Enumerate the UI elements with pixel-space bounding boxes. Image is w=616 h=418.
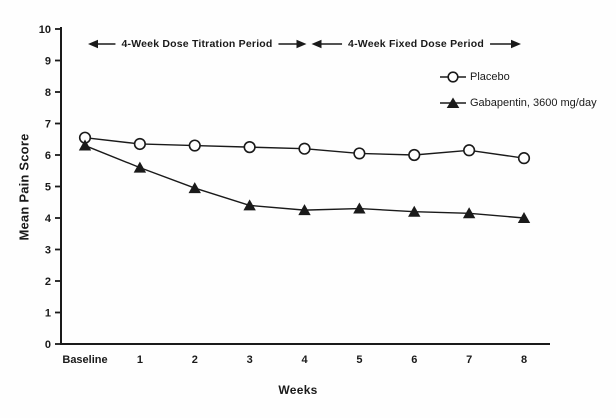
- x-tick-label: 8: [521, 354, 527, 366]
- data-point-circle: [463, 144, 476, 157]
- data-point-triangle: [298, 204, 311, 216]
- arrowhead-right: [296, 39, 307, 49]
- titration-period-label: 4-Week Dose Titration Period: [115, 38, 279, 50]
- open-circle-marker-icon: [440, 71, 466, 83]
- x-tick-label: Baseline: [62, 354, 107, 366]
- x-tick-label: 2: [192, 354, 198, 366]
- y-tick-label: 8: [45, 87, 51, 99]
- data-point-triangle: [188, 182, 201, 194]
- x-tick-label: 3: [247, 354, 253, 366]
- data-point-circle: [188, 139, 201, 152]
- y-tick-label: 10: [39, 24, 51, 36]
- data-point-circle: [353, 147, 366, 160]
- series-gabapentin: [78, 139, 531, 223]
- y-tick-label: 4: [45, 213, 52, 225]
- data-point-circle: [298, 142, 311, 155]
- y-tick-label: 3: [45, 245, 51, 257]
- legend: Placebo Gabapentin, 3600 mg/day: [440, 70, 597, 110]
- x-tick-label: 1: [137, 354, 143, 366]
- y-axis-title: Mean Pain Score: [16, 133, 32, 241]
- legend-item-gabapentin: Gabapentin, 3600 mg/day: [440, 96, 597, 110]
- data-point-triangle: [353, 202, 366, 214]
- data-point-triangle: [78, 139, 92, 151]
- data-point-circle: [517, 152, 531, 165]
- axes: 0 1 2 3 4 5 6 7 8 9 10 Baseline 1 2 3 4 5 6 7 8: [39, 24, 550, 366]
- data-point-triangle: [243, 199, 256, 211]
- y-tick-label: 5: [45, 182, 51, 194]
- data-point-triangle: [408, 205, 421, 217]
- fixed-dose-period-label: 4-Week Fixed Dose Period: [342, 38, 490, 50]
- legend-item-placebo: Placebo: [440, 70, 597, 84]
- data-point-triangle: [133, 161, 147, 173]
- data-point-circle: [133, 137, 146, 151]
- data-point-circle: [243, 141, 256, 154]
- legend-label-placebo: Placebo: [470, 71, 510, 83]
- x-tick-label: 4: [301, 354, 308, 366]
- y-tick-label: 6: [45, 150, 51, 162]
- y-tick-label: 9: [45, 56, 51, 68]
- arrowhead-left: [311, 39, 322, 49]
- x-tick-label: 7: [466, 354, 472, 366]
- x-tick-label: 5: [356, 354, 362, 366]
- arrowhead-left: [88, 39, 98, 49]
- x-tick-label: 6: [411, 354, 417, 366]
- legend-label-gabapentin: Gabapentin, 3600 mg/day: [470, 97, 597, 109]
- data-point-circle: [408, 148, 421, 162]
- y-tick-label: 7: [45, 119, 51, 131]
- filled-triangle-marker-icon: [440, 97, 466, 108]
- data-point-triangle: [462, 207, 476, 219]
- data-point-triangle: [517, 212, 531, 223]
- x-axis-title: Weeks: [278, 383, 318, 397]
- arrowhead-right: [511, 39, 521, 49]
- y-tick-label: 0: [45, 339, 51, 351]
- series-placebo: [78, 131, 531, 165]
- y-tick-label: 1: [45, 308, 51, 320]
- y-tick-label: 2: [45, 276, 51, 288]
